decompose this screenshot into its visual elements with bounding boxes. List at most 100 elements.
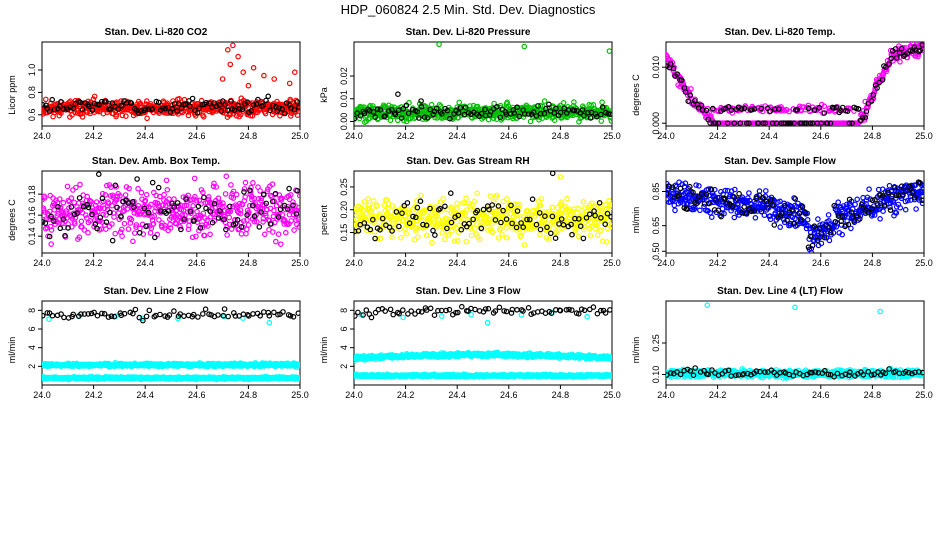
data-point [231,107,238,113]
y-tick-label: 0.00 [339,113,349,131]
data-point [454,238,461,244]
data-point [267,107,273,114]
data-point [433,105,440,112]
data-point [718,213,725,220]
data-point [699,107,706,113]
data-point [715,207,722,214]
x-tick-label: 24.0 [657,258,675,268]
data-point [863,108,870,115]
chart-title: Stan. Dev. Amb. Box Temp. [91,156,221,167]
data-point [68,195,75,201]
data-point [403,102,410,109]
data-point [887,207,894,213]
y-tick-label: 0.65 [651,217,661,235]
panel-line2-flow-chart: Stan. Dev. Line 2 Flow ml/min 24.0 24.2 24… [0,283,312,403]
data-point [126,185,132,192]
data-point [370,109,377,115]
data-point [606,48,612,54]
data-point [537,110,544,117]
data-point [729,203,736,210]
data-point [768,197,774,203]
data-point [715,108,722,115]
data-point [143,191,150,198]
data-point [741,204,748,210]
data-point [580,235,587,242]
data-point [421,114,428,121]
data-point [737,120,744,126]
data-point [476,236,483,243]
data-point [860,108,867,114]
data-point [495,235,502,241]
data-point [732,186,738,193]
data-point [839,231,846,238]
data-point [901,44,907,51]
data-point [586,211,593,218]
data-point [913,206,919,212]
data-point [591,202,598,209]
data-point [183,196,189,202]
data-point [544,224,550,231]
data-point [404,200,411,206]
panel-pressure-chart: Stan. Dev. Li-820 Pressure kPa 24.0 24.2 2… [312,24,624,144]
data-point [815,216,821,222]
data-point [144,98,150,104]
data-point [598,111,604,118]
data-point [682,180,689,187]
data-point [94,225,100,232]
data-point [728,107,735,113]
data-point [806,252,811,253]
data-point [736,190,742,197]
data-point [515,211,521,218]
data-point [777,198,783,205]
data-point [418,98,424,104]
data-point [525,111,532,117]
data-point [839,104,846,111]
data-point [818,230,825,237]
data-point [410,220,416,226]
data-point [749,106,755,113]
data-point [722,187,729,194]
data-point [270,102,276,109]
data-point [410,213,416,220]
data-point [439,111,445,117]
data-point [389,203,396,209]
data-point [919,197,924,204]
data-point [233,191,240,198]
data-point [583,215,590,221]
data-point [420,225,426,231]
data-point [42,216,46,223]
data-point [685,98,691,105]
data-point [265,93,272,100]
data-point [218,108,225,114]
data-point [85,229,91,236]
x-tick-label: 24.2 [709,131,727,141]
data-point [398,115,405,121]
data-point [744,120,750,126]
data-point [679,78,686,84]
x-tick-label: 24.8 [240,390,258,400]
data-point [869,205,875,212]
data-point [107,106,114,112]
data-point [275,214,282,220]
data-point [203,99,210,106]
data-point [193,233,199,240]
data-point [147,101,154,107]
data-point [832,219,839,225]
data-point [763,198,770,205]
data-point [448,219,455,226]
data-point [187,103,193,110]
data-point [81,227,88,233]
data-point [437,199,444,205]
data-point [200,189,206,196]
data-point [708,186,714,192]
chart-title: Stan. Dev. Line 2 Flow [103,286,209,297]
chart-title: Stan. Dev. Li-820 Pressure [405,27,531,38]
data-point [513,224,520,231]
data-point [416,115,422,121]
data-point [64,183,71,190]
data-point [414,108,421,115]
data-point [128,100,135,106]
data-point [190,202,196,209]
data-point [293,211,300,217]
